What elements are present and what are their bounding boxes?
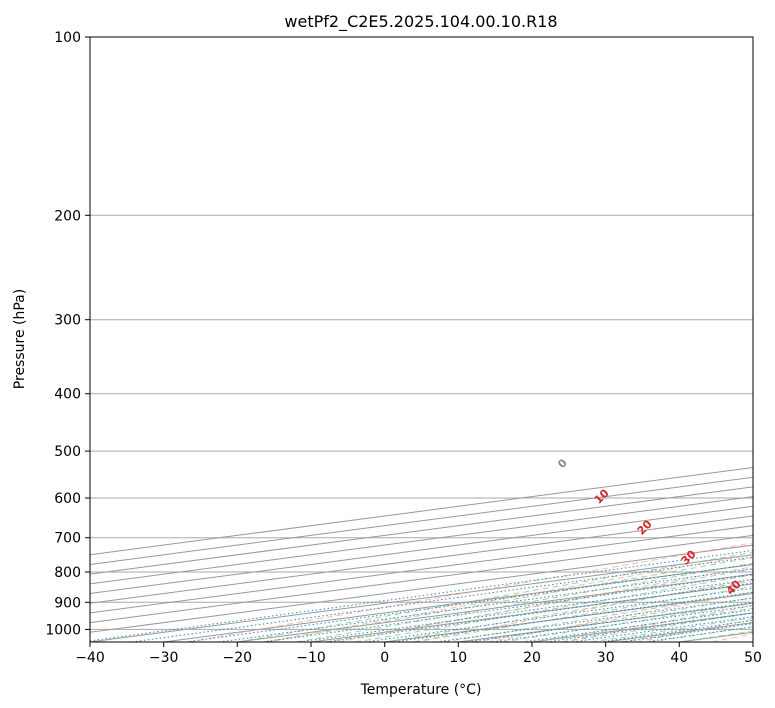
mixing-ratio-line [546,612,753,642]
dry-adiabat-line [412,578,753,642]
x-tick-label: 40 [670,650,688,666]
moist-adiabat-line [325,568,753,642]
isotherm-line [90,486,753,575]
mixing-ratio-line [131,556,753,642]
x-axis: −40 −30 −20 −10 0 10 20 30 40 50 [75,642,762,666]
y-tick-label: 500 [54,444,81,460]
dry-adiabat-line [188,542,753,642]
x-tick-label: −10 [296,650,326,666]
x-tick-label: 30 [597,650,615,666]
y-tick-label: 100 [54,30,81,46]
x-tick-label: −20 [223,650,253,666]
mixing-ratio-line [218,568,753,642]
y-tick-label: 800 [54,565,81,581]
isotherm-line [90,515,753,604]
x-axis-label: Temperature (°C) [360,682,482,698]
x-tick-label: 50 [744,650,762,666]
isotherm-line [90,505,753,595]
plot-frame [89,36,754,643]
background-lines [90,37,753,642]
moist-adiabat-line [414,586,753,642]
mixing-ratio-line [572,616,753,642]
y-tick-label: 900 [54,595,81,611]
y-axis-label: Pressure (hPa) [12,289,28,389]
y-tick-label: 400 [54,387,81,403]
moist-adiabat-line [502,602,753,642]
x-tick-label: −30 [149,650,179,666]
x-tick-label: −40 [75,650,105,666]
y-tick-label: 200 [54,208,81,224]
moist-adiabat-line [296,562,753,642]
isotherm-line [90,534,753,624]
y-tick-label: 300 [54,313,81,329]
x-tick-label: 10 [449,650,467,666]
moist-adiabat-line [443,591,753,642]
mixing-ratio-line [262,573,753,642]
x-tick-label: 0 [380,650,389,666]
y-axis: 100 200 300 400 500 600 700 800 900 1000 [45,30,90,638]
y-tick-label: 700 [54,531,81,547]
y-tick-label: 1000 [45,622,81,638]
isotherm-line [90,476,753,565]
x-tick-label: 20 [523,650,541,666]
chart-title: wetPf2_C2E5.2025.104.00.10.R18 [284,12,557,32]
moist-adiabat-line [355,574,753,642]
isotherm-line [90,496,753,585]
isotherm-line [90,467,753,556]
mixing-ratio-line [185,563,753,642]
isotherm-line [90,525,753,614]
y-tick-label: 600 [54,491,81,507]
